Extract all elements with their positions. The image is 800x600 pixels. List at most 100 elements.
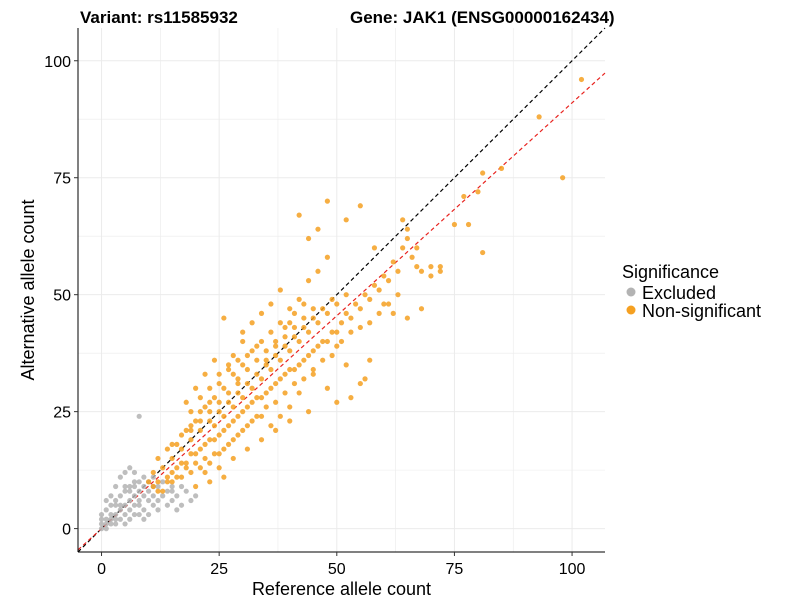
data-point bbox=[211, 395, 218, 401]
data-point bbox=[268, 301, 274, 307]
data-point bbox=[174, 474, 180, 480]
data-point bbox=[240, 427, 246, 433]
data-point bbox=[395, 292, 401, 298]
data-point bbox=[145, 497, 152, 504]
data-point bbox=[301, 301, 307, 307]
data-point bbox=[428, 264, 434, 270]
data-point bbox=[324, 198, 330, 204]
data-point bbox=[480, 170, 486, 176]
data-point bbox=[155, 479, 161, 485]
data-point bbox=[244, 446, 250, 452]
data-point bbox=[183, 488, 189, 494]
chart-titles: Variant: rs11585932 Gene: JAK1 (ENSG0000… bbox=[0, 4, 800, 30]
data-point bbox=[178, 483, 185, 490]
data-point bbox=[150, 469, 156, 476]
data-point bbox=[240, 409, 246, 415]
data-point bbox=[113, 497, 119, 504]
legend-dot-non-significant bbox=[626, 305, 636, 315]
data-point bbox=[376, 310, 382, 316]
data-point bbox=[343, 292, 349, 298]
data-point bbox=[235, 357, 241, 363]
data-point bbox=[348, 329, 354, 335]
gene-title: Gene: JAK1 (ENSG00000162434) bbox=[350, 8, 615, 27]
data-point bbox=[197, 418, 203, 424]
y-tick-label: 0 bbox=[62, 522, 71, 539]
data-point bbox=[230, 418, 236, 424]
data-point bbox=[225, 366, 232, 373]
data-point bbox=[197, 409, 203, 415]
data-point bbox=[202, 404, 208, 410]
data-point bbox=[174, 441, 180, 447]
data-point bbox=[400, 217, 406, 223]
data-point bbox=[240, 338, 246, 345]
axis-ticks: 0 25 50 75 100 0 25 50 75 100 bbox=[44, 54, 585, 578]
data-point bbox=[169, 479, 175, 485]
data-point bbox=[188, 409, 194, 415]
data-point bbox=[244, 352, 250, 359]
data-point bbox=[221, 385, 227, 391]
data-point bbox=[334, 399, 340, 405]
data-point bbox=[150, 493, 156, 499]
data-point bbox=[207, 409, 213, 415]
data-point bbox=[221, 474, 227, 480]
data-point bbox=[395, 268, 401, 274]
data-point bbox=[160, 488, 166, 494]
data-point bbox=[536, 114, 542, 120]
data-point bbox=[193, 460, 199, 466]
data-point bbox=[98, 521, 105, 527]
data-point bbox=[141, 474, 147, 480]
data-point bbox=[131, 479, 138, 485]
data-point bbox=[197, 446, 203, 452]
reference-lines bbox=[77, 27, 606, 553]
data-point bbox=[131, 511, 138, 518]
data-point bbox=[150, 474, 156, 480]
data-point bbox=[254, 395, 260, 401]
data-point bbox=[390, 310, 396, 316]
data-point bbox=[244, 380, 250, 387]
x-tick-label: 25 bbox=[210, 561, 228, 578]
data-point bbox=[305, 352, 312, 359]
data-point bbox=[169, 488, 175, 494]
data-point bbox=[178, 460, 185, 466]
data-point bbox=[103, 497, 109, 504]
data-point bbox=[155, 497, 161, 504]
data-point bbox=[263, 404, 269, 410]
data-point bbox=[418, 268, 425, 274]
legend-dot-excluded bbox=[626, 287, 636, 297]
data-point bbox=[169, 497, 175, 504]
data-point bbox=[371, 282, 378, 288]
data-point bbox=[249, 418, 255, 424]
data-point bbox=[155, 488, 161, 494]
data-point bbox=[244, 404, 250, 410]
data-point bbox=[367, 357, 373, 363]
data-point bbox=[193, 385, 199, 391]
data-point bbox=[221, 413, 227, 419]
data-point bbox=[122, 483, 128, 490]
data-point bbox=[122, 469, 128, 476]
data-point bbox=[376, 287, 382, 293]
data-point bbox=[211, 423, 218, 429]
data-point bbox=[155, 507, 161, 513]
data-point bbox=[178, 502, 185, 508]
data-point bbox=[310, 348, 316, 354]
data-point bbox=[174, 493, 180, 499]
data-point bbox=[155, 455, 161, 462]
data-point bbox=[296, 296, 302, 302]
data-point bbox=[193, 483, 199, 490]
data-point bbox=[108, 502, 114, 508]
data-point bbox=[334, 329, 340, 335]
data-point bbox=[221, 427, 227, 433]
data-point bbox=[578, 76, 585, 83]
data-point bbox=[193, 493, 199, 499]
data-point bbox=[136, 497, 142, 504]
data-point bbox=[113, 502, 119, 508]
data-point bbox=[367, 320, 373, 326]
data-point bbox=[315, 320, 321, 326]
data-point bbox=[216, 371, 222, 377]
y-tick-label: 25 bbox=[53, 405, 71, 422]
data-points bbox=[98, 76, 585, 532]
data-point bbox=[150, 502, 156, 508]
data-point bbox=[113, 483, 119, 490]
axes bbox=[77, 28, 605, 553]
